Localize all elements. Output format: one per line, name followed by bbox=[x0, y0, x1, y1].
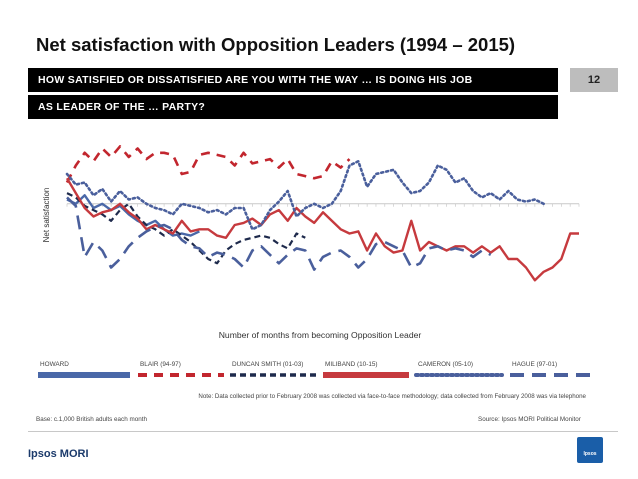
slide-number: 12 bbox=[570, 68, 618, 92]
series-line-cameron bbox=[65, 160, 546, 231]
y-axis-label: Net satisfaction bbox=[42, 188, 51, 243]
legend-label-miliband: MILIBAND (10-15) bbox=[325, 361, 378, 368]
series-line-hague bbox=[66, 196, 492, 271]
ipsos-logo-icon: Ipsos bbox=[577, 437, 603, 463]
series-line-duncan-smith bbox=[66, 192, 306, 265]
series-line-blair bbox=[65, 145, 351, 184]
base-note: Base: c.1,000 British adults each month bbox=[36, 416, 147, 423]
logo-text: Ipsos bbox=[583, 451, 597, 457]
legend-label-howard: HOWARD bbox=[40, 361, 69, 368]
legend-label-duncan-smith: DUNCAN SMITH (01-03) bbox=[232, 361, 303, 368]
x-axis-label: Number of months from becoming Oppositio… bbox=[219, 330, 422, 340]
source-note: Source: Ipsos MORI Political Monitor bbox=[478, 416, 581, 423]
legend-label-cameron: CAMERON (05-10) bbox=[418, 361, 473, 368]
footer-divider bbox=[28, 431, 618, 432]
legend-label-blair: BLAIR (94-97) bbox=[140, 361, 181, 368]
series-line-miliband bbox=[65, 177, 579, 282]
methodology-note: Note: Data collected prior to February 2… bbox=[198, 393, 586, 400]
question-banner-line-2: AS LEADER OF THE … PARTY? bbox=[28, 95, 558, 119]
legend-label-hague: HAGUE (97-01) bbox=[512, 361, 557, 368]
question-banner-line-1: HOW SATISFIED OR DISSATISFIED ARE YOU WI… bbox=[28, 68, 558, 92]
slide-title: Net satisfaction with Opposition Leaders… bbox=[36, 34, 516, 55]
net-satisfaction-chart: Net satisfaction Number of months from be… bbox=[38, 145, 596, 400]
ipsos-mori-brand: Ipsos MORI bbox=[28, 448, 89, 460]
